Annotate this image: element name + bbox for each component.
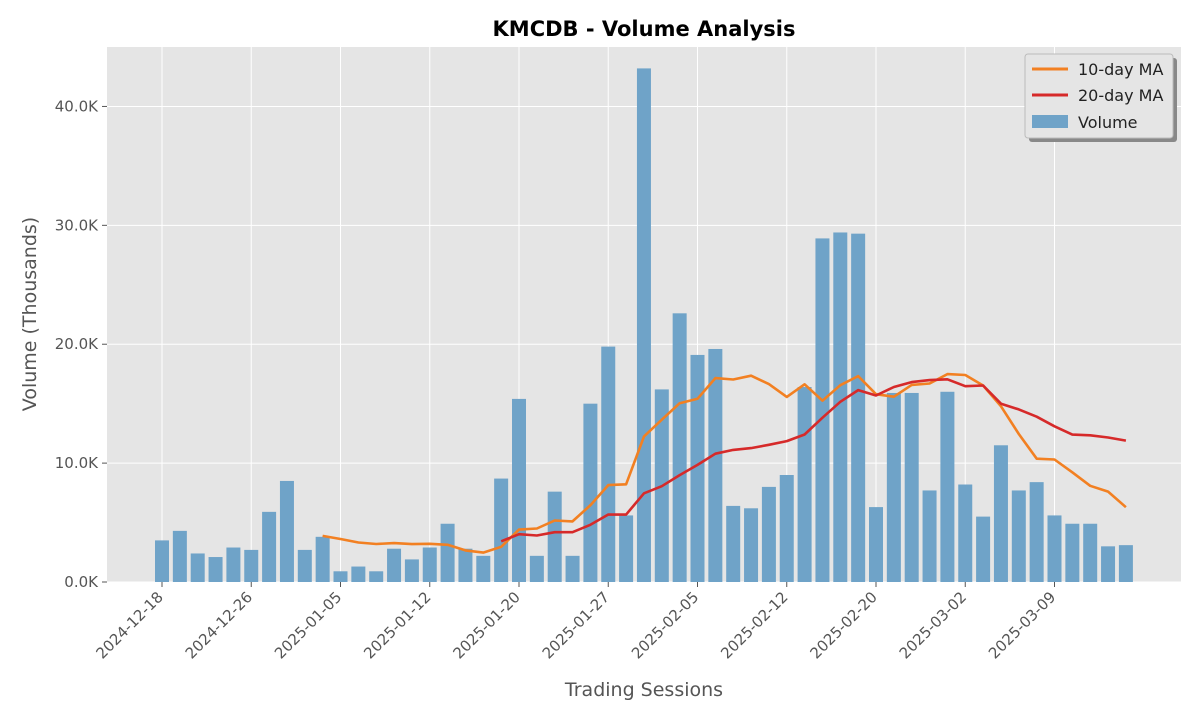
volume-bars <box>155 68 1133 582</box>
volume-bar <box>190 553 205 582</box>
legend-volume-swatch <box>1032 115 1068 128</box>
legend-volume-label: Volume <box>1078 113 1138 132</box>
volume-bar <box>1118 545 1133 582</box>
volume-bar <box>940 391 955 582</box>
chart-title: KMCDB - Volume Analysis <box>493 17 796 41</box>
x-axis-title: Trading Sessions <box>564 679 723 701</box>
legend-20-day-ma-label: 20-day MA <box>1078 86 1163 105</box>
volume-bar <box>779 475 794 582</box>
x-tick-label: 2025-03-09 <box>985 588 1059 662</box>
y-tick-label: 10.0K <box>55 454 99 472</box>
volume-bar <box>244 549 259 582</box>
volume-bar <box>958 484 973 582</box>
y-tick-label: 40.0K <box>55 97 99 115</box>
volume-bar <box>761 486 776 582</box>
volume-bar <box>422 547 437 582</box>
x-tick-label: 2024-12-18 <box>92 588 166 662</box>
x-tick-label: 2025-01-05 <box>271 588 345 662</box>
volume-bar <box>993 445 1008 582</box>
volume-bar <box>262 511 277 582</box>
volume-bar <box>851 233 866 582</box>
volume-bar <box>797 387 812 582</box>
volume-bar <box>404 559 419 582</box>
volume-bar <box>226 547 241 582</box>
volume-bar <box>869 507 883 582</box>
volume-bar <box>565 555 580 582</box>
volume-bar <box>636 68 651 582</box>
x-tick-label: 2024-12-26 <box>182 588 256 662</box>
volume-bar <box>726 505 741 582</box>
volume-bar <box>512 398 526 582</box>
x-tick-label: 2025-02-12 <box>717 588 791 662</box>
x-tick-label: 2025-03-02 <box>896 588 970 662</box>
x-axis-ticks: 2024-12-18 2024-12-26 2025-01-05 2025-01-12… <box>92 582 1059 662</box>
volume-bar <box>886 392 901 582</box>
y-tick-label: 0.0K <box>64 573 99 591</box>
volume-bar <box>387 548 402 582</box>
volume-bar <box>333 571 348 582</box>
20-day-ma-line <box>500 377 1127 543</box>
volume-bar <box>672 313 687 582</box>
volume-bar <box>1029 482 1044 582</box>
volume-bar <box>172 530 187 582</box>
volume-bar <box>744 508 759 582</box>
y-axis-ticks: 0.0K 10.0K 20.0K 30.0K 40.0K <box>55 97 107 591</box>
volume-bar <box>976 516 991 582</box>
y-axis-title: Volume (Thousands) <box>19 217 41 411</box>
volume-bar <box>440 523 455 582</box>
volume-bar <box>1047 515 1062 582</box>
x-tick-label: 2025-02-05 <box>628 588 702 662</box>
volume-bar <box>833 232 848 582</box>
volume-bar <box>1083 523 1098 582</box>
y-tick-label: 20.0K <box>55 335 99 353</box>
volume-bar <box>1101 546 1116 582</box>
volume-bar <box>601 346 616 582</box>
volume-bar <box>155 540 169 582</box>
x-tick-label: 2025-01-27 <box>539 588 613 662</box>
volume-bar <box>369 571 384 582</box>
volume-bar <box>583 403 598 582</box>
moving-average-lines <box>322 372 1127 554</box>
x-tick-label: 2025-01-20 <box>449 588 523 662</box>
volume-bar <box>1065 523 1080 582</box>
volume-bar <box>315 536 330 582</box>
y-tick-label: 30.0K <box>55 216 99 234</box>
volume-bar <box>815 238 830 582</box>
volume-bar <box>529 555 544 582</box>
volume-bar <box>476 555 491 582</box>
volume-bar <box>690 354 705 582</box>
volume-bar <box>351 566 366 582</box>
volume-bar <box>279 480 294 582</box>
volume-bar <box>494 478 509 582</box>
volume-bar <box>904 392 919 582</box>
volume-bar <box>619 515 634 582</box>
volume-bar <box>208 557 223 582</box>
volume-bar <box>1011 490 1026 582</box>
legend-10-day-ma-label: 10-day MA <box>1078 60 1163 79</box>
x-tick-label: 2025-02-20 <box>806 588 880 662</box>
volume-bar <box>547 491 562 582</box>
volume-bar <box>708 348 723 582</box>
volume-bar <box>297 549 312 582</box>
volume-bar <box>922 490 937 582</box>
volume-bar <box>458 548 473 582</box>
legend: 10-day MA 20-day MA Volume <box>1024 53 1177 142</box>
x-tick-label: 2025-01-12 <box>360 588 434 662</box>
